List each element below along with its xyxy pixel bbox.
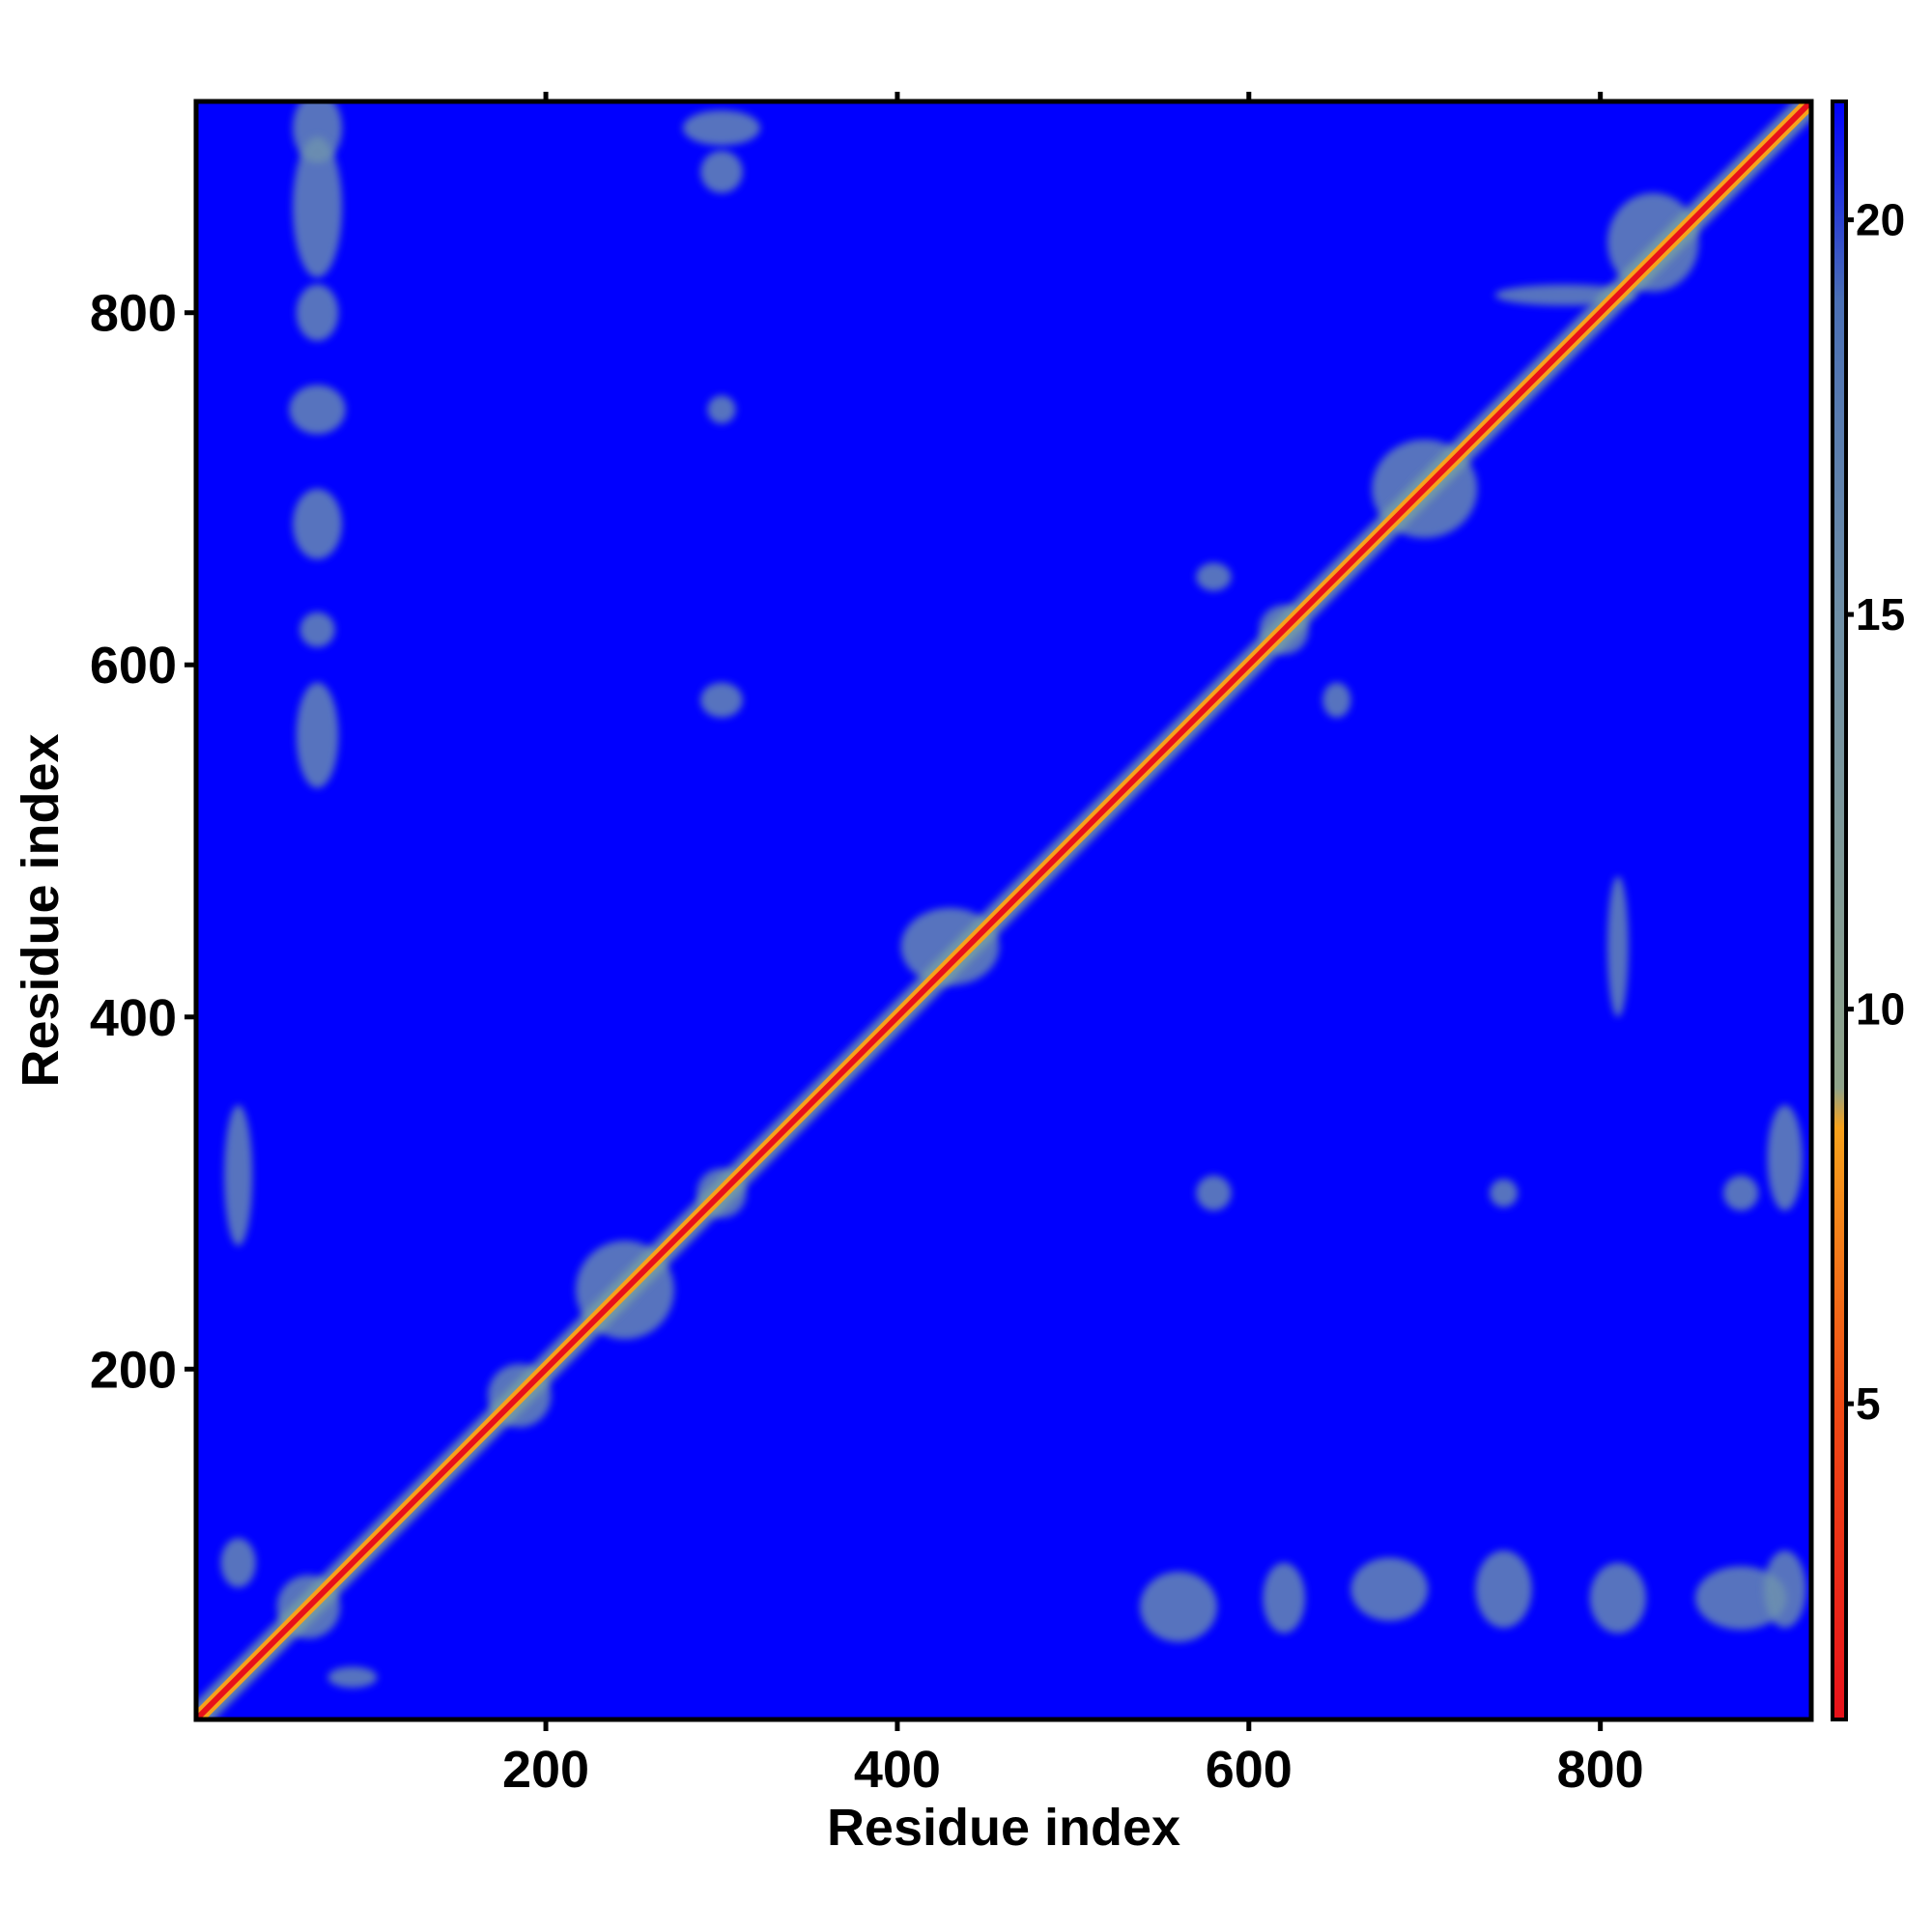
- contact-cluster: [224, 1104, 253, 1246]
- contact-cluster: [296, 682, 339, 788]
- colorbar-tick-label: 15: [1856, 589, 1905, 639]
- plot-frame: [193, 99, 1814, 1722]
- contact-cluster: [293, 488, 343, 559]
- colorbar-ticks: 5 10 15 20: [1846, 195, 1905, 1429]
- contact-cluster: [296, 284, 339, 341]
- colorbar: 5 10 15 20: [1831, 99, 1905, 1721]
- y-tick-label: 800: [90, 285, 177, 343]
- contact-cluster: [1723, 1175, 1759, 1211]
- x-axis-ticks: 200 400 600 800: [502, 92, 1644, 1799]
- diagonal-band: [196, 101, 1811, 1719]
- contact-cluster: [1322, 682, 1351, 718]
- contact-cluster: [700, 151, 743, 193]
- contact-cluster: [293, 136, 343, 278]
- contact-cluster: [1350, 1557, 1429, 1621]
- contact-cluster: [1694, 1566, 1787, 1631]
- contact-cluster: [220, 1538, 256, 1588]
- contact-cluster: [1263, 1562, 1306, 1634]
- colorbar-tick-label: 5: [1856, 1378, 1881, 1429]
- contact-cluster: [1140, 1571, 1218, 1642]
- colorbar-gradient: [1833, 101, 1846, 1719]
- contact-cluster: [707, 395, 736, 424]
- x-tick-label: 600: [1206, 1741, 1293, 1799]
- contact-cluster: [700, 682, 743, 718]
- contact-cluster: [1589, 1562, 1646, 1634]
- diagonal-core: [196, 101, 1811, 1719]
- colorbar-tick-label: 20: [1856, 195, 1905, 245]
- x-tick-label: 400: [854, 1741, 941, 1799]
- contact-cluster: [1196, 562, 1232, 591]
- contact-cluster: [289, 384, 346, 435]
- contact-cluster: [1196, 1175, 1232, 1211]
- y-axis-title: Residue index: [12, 733, 70, 1087]
- contact-cluster: [1763, 1550, 1806, 1629]
- contact-cluster: [327, 1666, 378, 1689]
- contact-cluster: [1767, 1104, 1803, 1211]
- heatmap-plot-area: [196, 101, 1811, 1719]
- contact-cluster: [682, 110, 761, 146]
- colorbar-frame: [1831, 99, 1848, 1721]
- y-tick-label: 200: [90, 1341, 177, 1399]
- y-tick-label: 600: [90, 637, 177, 695]
- colorbar-tick-label: 10: [1856, 984, 1905, 1035]
- y-axis-ticks: 200 400 600 800: [90, 285, 196, 1399]
- contact-cluster: [1606, 875, 1629, 1017]
- y-tick-label: 400: [90, 989, 177, 1047]
- contact-cluster: [1490, 1179, 1519, 1208]
- x-tick-label: 200: [502, 1741, 589, 1799]
- x-tick-label: 800: [1557, 1741, 1644, 1799]
- x-axis-title: Residue index: [827, 1799, 1180, 1857]
- contact-cluster: [1475, 1550, 1532, 1629]
- contact-cluster: [299, 611, 335, 648]
